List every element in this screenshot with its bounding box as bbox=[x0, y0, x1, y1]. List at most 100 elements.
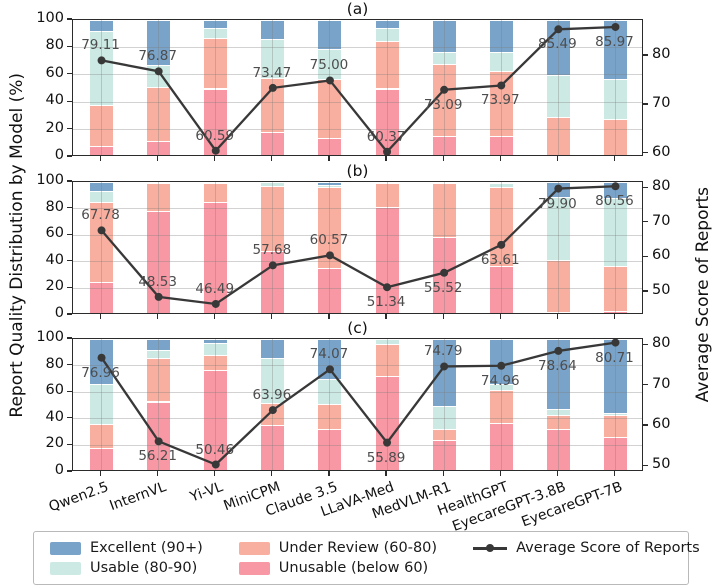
average-score-value-label: 67.78 bbox=[81, 207, 120, 224]
average-score-value-label: 73.47 bbox=[252, 64, 292, 81]
y-axis-tick bbox=[67, 337, 72, 339]
bar-segment bbox=[261, 39, 285, 78]
y-axis-tick-label: 40 bbox=[45, 92, 64, 109]
gridline bbox=[73, 234, 642, 236]
bar-segment bbox=[261, 20, 285, 40]
legend-label: Unusable (below 60) bbox=[278, 560, 429, 576]
gridline bbox=[215, 339, 217, 470]
line-point bbox=[497, 361, 506, 370]
line-point bbox=[554, 25, 563, 34]
right-axis-tick bbox=[643, 343, 648, 346]
average-score-value-label: 76.87 bbox=[138, 48, 177, 65]
y-axis-tick-label: 100 bbox=[36, 329, 64, 345]
right-axis-tick-label: 80 bbox=[652, 335, 671, 352]
legend-label: Excellent (90+) bbox=[90, 540, 203, 556]
line-point bbox=[497, 81, 506, 90]
subplot-a bbox=[72, 19, 643, 156]
bar-segment bbox=[489, 422, 513, 470]
bar-segment bbox=[204, 20, 228, 29]
x-axis-tick bbox=[271, 156, 273, 161]
bar-segment bbox=[204, 37, 228, 89]
bar-segment bbox=[90, 384, 114, 425]
average-score-value-label: 80.56 bbox=[595, 193, 634, 210]
average-score-value-label: 46.49 bbox=[195, 280, 235, 297]
y-axis-tick bbox=[67, 45, 72, 48]
bar-segment bbox=[375, 28, 399, 41]
bar-segment bbox=[432, 339, 456, 406]
right-axis-tick-label: 60 bbox=[652, 247, 671, 264]
y-axis-tick-label: 60 bbox=[45, 225, 64, 242]
bar-segment bbox=[147, 339, 171, 350]
bar-segment bbox=[375, 376, 399, 470]
y-axis-tick-label: 60 bbox=[45, 382, 64, 399]
right-axis-tick-label: 60 bbox=[652, 416, 671, 433]
average-score-value-label: 80.71 bbox=[595, 349, 634, 366]
bar-segment bbox=[318, 268, 342, 313]
bar-segment bbox=[432, 440, 456, 470]
legend-item-average-line: Average Score of Reports bbox=[473, 540, 700, 556]
bar-segment bbox=[489, 182, 513, 184]
y-axis-tick-label: 60 bbox=[45, 64, 64, 81]
y-axis-tick bbox=[67, 313, 72, 315]
legend-item-under-review: Under Review (60-80) bbox=[238, 540, 437, 556]
y-axis-tick bbox=[67, 417, 72, 419]
line-point bbox=[611, 22, 620, 31]
bar-segment bbox=[603, 437, 627, 470]
average-score-value-label: 78.64 bbox=[538, 357, 577, 374]
right-axis-tick bbox=[643, 186, 648, 188]
average-score-value-label: 60.37 bbox=[366, 128, 406, 145]
bar-segment bbox=[603, 78, 627, 119]
line-point bbox=[211, 299, 220, 308]
x-axis-tick bbox=[613, 314, 616, 319]
line-point bbox=[383, 147, 392, 155]
right-axis-tick-label: 80 bbox=[652, 46, 671, 63]
right-axis-tick bbox=[643, 384, 648, 386]
bar-segment bbox=[261, 425, 285, 470]
bar-segment bbox=[432, 429, 456, 441]
x-axis-tick bbox=[214, 156, 216, 161]
bar-segment bbox=[261, 77, 285, 133]
x-axis-tick bbox=[613, 471, 616, 476]
bar-segment bbox=[375, 339, 399, 345]
under-review-swatch-icon bbox=[238, 541, 270, 555]
bar-segment bbox=[318, 429, 342, 470]
line-point bbox=[440, 85, 449, 94]
line-point bbox=[440, 362, 449, 371]
gridline bbox=[101, 20, 103, 155]
y-axis-tick-label: 20 bbox=[45, 435, 64, 452]
y-axis-tick bbox=[67, 180, 72, 182]
bar-segment bbox=[432, 136, 456, 155]
bar-segment bbox=[546, 117, 570, 155]
bar-segment bbox=[603, 197, 627, 266]
x-axis-tick bbox=[99, 314, 102, 319]
bar-segment bbox=[147, 349, 171, 358]
excellent-swatch-icon bbox=[50, 541, 81, 555]
line-point bbox=[611, 339, 620, 347]
bar-segment bbox=[432, 51, 456, 64]
bar-segment bbox=[204, 342, 228, 355]
right-axis-tick bbox=[643, 103, 648, 105]
bar-segment bbox=[546, 409, 570, 415]
average-score-value-label: 50.46 bbox=[195, 441, 235, 458]
right-axis-tick-label: 50 bbox=[652, 456, 671, 473]
bar-segment bbox=[261, 132, 285, 155]
subplot-c bbox=[72, 338, 643, 471]
legend-item-excellent: Excellent (90+) bbox=[50, 540, 203, 556]
bar-segment bbox=[90, 191, 114, 202]
legend-label: Usable (80-90) bbox=[90, 560, 198, 576]
line-point bbox=[611, 182, 620, 191]
average-score-value-label: 73.09 bbox=[423, 96, 463, 113]
bar-segment bbox=[603, 414, 627, 438]
bar-segment bbox=[489, 265, 513, 313]
x-axis-tick bbox=[385, 471, 387, 476]
y-axis-tick-label: 80 bbox=[45, 198, 64, 215]
y-axis-tick-label: 20 bbox=[45, 119, 64, 136]
bar-segment bbox=[90, 424, 114, 449]
average-score-value-label: 73.97 bbox=[480, 92, 520, 109]
line-point bbox=[268, 406, 277, 415]
bar-segment bbox=[204, 369, 228, 470]
right-axis-tick-label: 80 bbox=[652, 178, 671, 195]
right-axis-tick-label: 50 bbox=[652, 281, 671, 298]
bar-segment bbox=[432, 183, 456, 237]
bar-segment bbox=[603, 413, 627, 415]
